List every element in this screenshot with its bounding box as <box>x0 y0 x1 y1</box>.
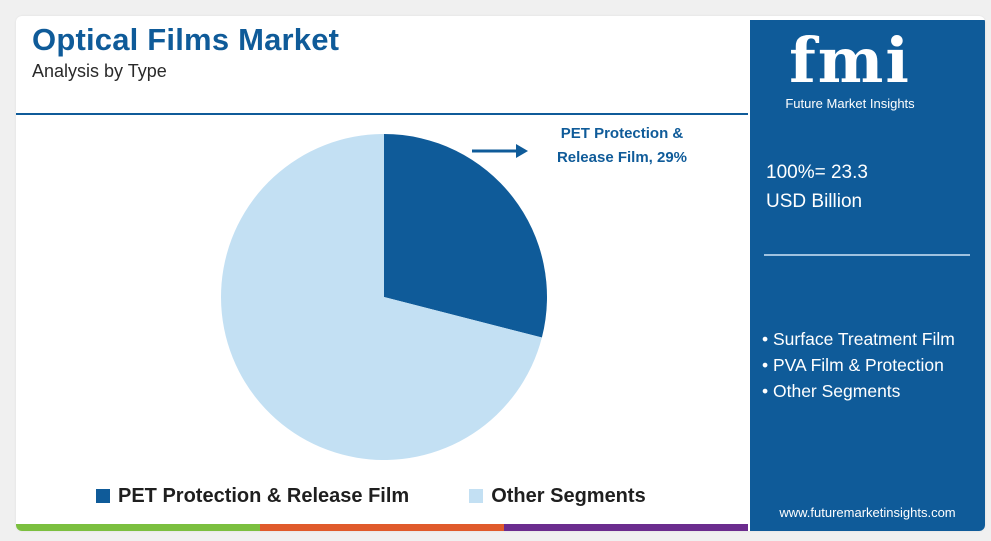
legend-swatch <box>469 489 484 503</box>
segment-item: • Surface Treatment Film <box>762 329 955 349</box>
bottom-bar-orange <box>260 524 504 531</box>
title-divider <box>16 113 748 115</box>
market-total: 100%= 23.3 USD Billion <box>766 158 868 216</box>
legend-item-pet: PET Protection & Release Film <box>96 485 409 508</box>
segment-list: • Surface Treatment Film • PVA Film & Pr… <box>762 326 977 404</box>
market-total-unit: USD Billion <box>766 191 863 212</box>
chart-subtitle: Analysis by Type <box>32 61 167 81</box>
chart-legend: PET Protection & Release Film Other Segm… <box>96 484 646 508</box>
chart-title: Optical Films Market <box>32 22 340 57</box>
segment-item: • PVA Film & Protection <box>762 355 944 375</box>
pie-slices <box>220 134 547 460</box>
slice-annotation-line-1: PET Protection & <box>561 125 684 142</box>
legend-label: Other Segments <box>491 484 646 507</box>
pie-chart: PET Protection & Release Film, 29% <box>220 125 687 460</box>
segment-item: • Other Segments <box>762 381 901 401</box>
pie-slice-other-segments <box>220 134 542 460</box>
side-panel: fmi Future Market Insights 100%= 23.3 US… <box>750 20 985 531</box>
annotation-arrow <box>472 144 528 158</box>
fmi-logo: fmi <box>789 24 911 97</box>
bottom-bar-purple <box>504 524 748 531</box>
slice-annotation-line-2: Release Film, 29% <box>557 149 687 166</box>
market-total-value: 100%= 23.3 <box>766 162 868 183</box>
website-link[interactable]: www.futuremarketinsights.com <box>779 505 956 520</box>
pie-slice-pet-protection-release-film <box>384 134 547 338</box>
bottom-bar-green <box>16 524 260 531</box>
bottom-color-bar <box>16 524 748 531</box>
logo-caption: Future Market Insights <box>785 96 915 111</box>
legend-label: PET Protection & Release Film <box>118 484 410 507</box>
side-divider <box>764 254 970 256</box>
legend-item-other: Other Segments <box>469 484 646 508</box>
chart-card: Optical Films Market Analysis by Type PE… <box>16 16 985 531</box>
legend-swatch <box>96 489 110 503</box>
